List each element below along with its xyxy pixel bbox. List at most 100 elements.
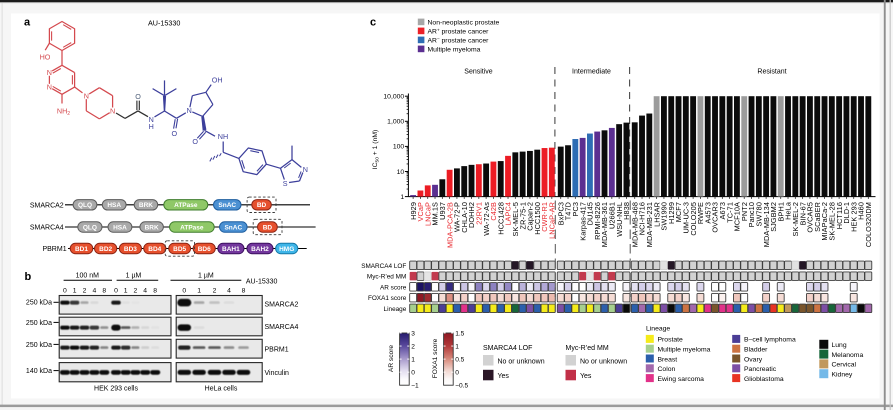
svg-text:HSA: HSA — [113, 224, 127, 231]
svg-text:1.5: 1.5 — [455, 330, 464, 337]
svg-text:HMG: HMG — [279, 246, 294, 253]
svg-text:BAH2: BAH2 — [251, 246, 269, 253]
svg-text:NH2: NH2 — [57, 107, 70, 118]
svg-text:PBRM1: PBRM1 — [42, 246, 66, 253]
svg-text:MDA-MB-134: MDA-MB-134 — [762, 202, 771, 247]
svg-text:1: 1 — [73, 288, 77, 295]
svg-text:Kidney: Kidney — [832, 372, 853, 379]
svg-text:RPMI-8226: RPMI-8226 — [593, 202, 602, 240]
svg-text:4: 4 — [93, 288, 97, 295]
svg-text:Melanoma: Melanoma — [832, 352, 864, 359]
svg-text:1: 1 — [197, 288, 201, 295]
svg-text:Pancreatic: Pancreatic — [744, 366, 777, 373]
svg-text:250 kDa: 250 kDa — [26, 300, 52, 307]
svg-text:−0.5: −0.5 — [455, 383, 468, 390]
svg-text:WSU-NHL: WSU-NHL — [615, 202, 624, 237]
svg-text:c: c — [370, 17, 376, 29]
svg-text:SW780: SW780 — [755, 202, 764, 226]
svg-text:Intermediate: Intermediate — [572, 69, 611, 76]
svg-text:LNCaP-AR: LNCaP-AR — [548, 202, 557, 239]
svg-text:BIN-67: BIN-67 — [798, 202, 807, 225]
svg-text:S: S — [283, 179, 288, 188]
svg-text:SMARCA4: SMARCA4 — [30, 225, 64, 232]
svg-text:4: 4 — [143, 288, 147, 295]
svg-text:Vinculin: Vinculin — [265, 370, 289, 377]
svg-text:ATPase: ATPase — [174, 202, 198, 209]
svg-text:2: 2 — [213, 288, 217, 295]
svg-text:OH: OH — [212, 76, 223, 85]
svg-text:COLO320DM: COLO320DM — [864, 202, 873, 247]
svg-text:BD1: BD1 — [75, 246, 88, 253]
svg-text:H: H — [149, 122, 154, 131]
svg-text:H929: H929 — [409, 202, 418, 220]
svg-text:Prostate: Prostate — [658, 337, 684, 344]
svg-text:250 kDa: 250 kDa — [26, 342, 52, 349]
svg-text:FOXA1 score: FOXA1 score — [432, 338, 439, 378]
svg-text:HEK 293 cells: HEK 293 cells — [94, 385, 138, 392]
svg-text:H1299: H1299 — [667, 202, 676, 224]
svg-text:TC-71: TC-71 — [725, 202, 734, 223]
svg-text:HeLa: HeLa — [784, 201, 793, 220]
svg-text:AR+ prostate cancer: AR+ prostate cancer — [428, 28, 490, 36]
svg-text:8: 8 — [242, 288, 246, 295]
svg-text:Sensitive: Sensitive — [464, 69, 493, 76]
svg-text:No or unknown: No or unknown — [498, 358, 545, 365]
svg-text:Breast: Breast — [658, 356, 678, 363]
svg-text:AU-15330: AU-15330 — [246, 279, 278, 286]
svg-text:N: N — [149, 115, 154, 124]
svg-text:HeLa cells: HeLa cells — [205, 385, 238, 392]
svg-text:NCI-H716: NCI-H716 — [638, 202, 647, 235]
svg-text:2: 2 — [83, 288, 87, 295]
svg-text:MIAPaCa-2: MIAPaCa-2 — [820, 202, 829, 241]
svg-text:FOXA1 score: FOXA1 score — [368, 295, 407, 302]
svg-text:b: b — [25, 271, 32, 283]
svg-text:T47D: T47D — [564, 202, 573, 220]
svg-text:DLD-1: DLD-1 — [842, 202, 851, 224]
svg-text:0: 0 — [63, 288, 67, 295]
svg-text:MCF7: MCF7 — [674, 202, 683, 222]
svg-text:HCC1428: HCC1428 — [496, 202, 505, 235]
svg-text:100 nM: 100 nM — [76, 273, 100, 280]
svg-text:BPH1: BPH1 — [776, 202, 785, 221]
svg-text:Lineage: Lineage — [384, 306, 407, 313]
svg-text:OVCAR3: OVCAR3 — [711, 202, 720, 233]
svg-text:Non-neoplastic prostate: Non-neoplastic prostate — [428, 20, 500, 27]
svg-text:0: 0 — [182, 288, 186, 295]
svg-text:HSA: HSA — [107, 202, 121, 209]
svg-text:IC50 + 1 (nM): IC50 + 1 (nM) — [372, 130, 381, 170]
svg-text:−1: −1 — [411, 383, 419, 390]
svg-text:Resistant: Resistant — [757, 69, 786, 76]
svg-text:BxPC3: BxPC3 — [556, 202, 565, 225]
svg-text:HEK 293: HEK 293 — [849, 202, 858, 232]
svg-text:Cervical: Cervical — [832, 362, 857, 369]
svg-text:Yes: Yes — [498, 373, 510, 380]
svg-text:Myc-R’ed MM: Myc-R’ed MM — [566, 345, 609, 352]
svg-text:MDA-PCA-2B: MDA-PCA-2B — [445, 202, 454, 248]
svg-text:Multiple myeloma: Multiple myeloma — [658, 347, 711, 354]
svg-text:U937: U937 — [438, 202, 447, 220]
svg-text:VCaP: VCaP — [416, 202, 425, 221]
svg-text:BD5: BD5 — [173, 246, 186, 253]
svg-text:SMARCA4 LOF: SMARCA4 LOF — [361, 263, 406, 270]
svg-text:Myc-R’ed MM: Myc-R’ed MM — [367, 274, 406, 281]
svg-text:1: 1 — [124, 288, 128, 295]
svg-text:1: 1 — [455, 343, 459, 350]
svg-text:BD6: BD6 — [198, 246, 211, 253]
svg-text:N: N — [110, 107, 115, 116]
svg-text:10,000: 10,000 — [383, 94, 404, 101]
svg-text:2: 2 — [411, 343, 415, 350]
svg-text:SMARCA2: SMARCA2 — [30, 202, 64, 209]
svg-text:A673: A673 — [718, 202, 727, 219]
svg-text:a: a — [24, 17, 31, 29]
svg-text:O: O — [172, 129, 178, 138]
svg-text:140 kDa: 140 kDa — [26, 368, 52, 375]
svg-text:MDA-MB-361: MDA-MB-361 — [600, 202, 609, 247]
svg-text:SK-MEL-2: SK-MEL-2 — [791, 202, 800, 236]
svg-text:PBRM1: PBRM1 — [265, 347, 289, 354]
svg-text:SJGBM2: SJGBM2 — [769, 202, 778, 232]
svg-text:N: N — [47, 68, 52, 77]
svg-text:1,000: 1,000 — [387, 119, 404, 126]
svg-text:N: N — [303, 165, 308, 174]
svg-text:AR score: AR score — [388, 345, 395, 372]
svg-text:Lung: Lung — [832, 342, 847, 349]
